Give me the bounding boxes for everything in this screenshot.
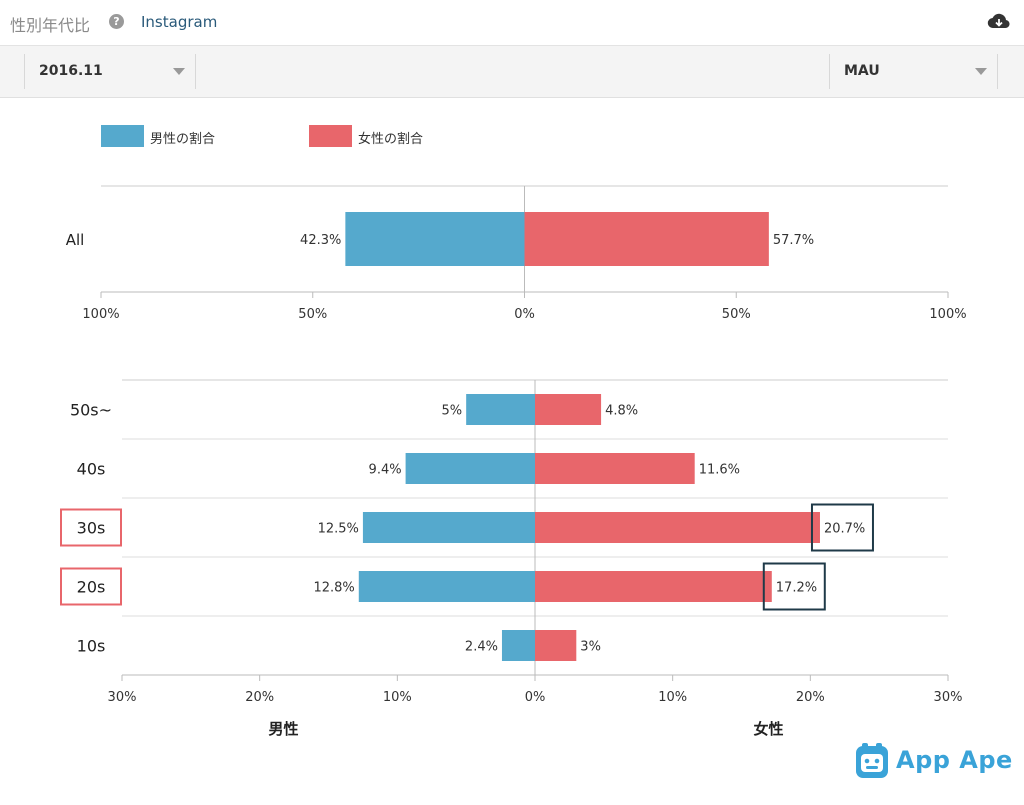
bar-female [535,453,695,484]
app-ape-logo-icon [856,743,888,778]
data-label-female: 3% [580,640,601,655]
data-label-female: 20.7% [824,522,865,537]
tick-label: 30% [108,690,137,705]
help-icon[interactable]: ? [109,14,124,29]
cloud-download-icon[interactable] [987,10,1011,34]
tick-label: 100% [929,307,966,322]
category-label: 50s~ [70,401,112,420]
category-label: 40s [77,460,106,479]
x-axis-label-female: 女性 [753,720,783,738]
bar-male [345,212,525,266]
legend-male-swatch [101,125,144,147]
data-label-male: 12.8% [313,581,354,596]
x-axis-label-male: 男性 [268,720,298,738]
value-highlight-box [762,562,826,611]
value-highlight-box [810,503,874,552]
bar-male [358,571,535,602]
chevron-down-icon [975,68,987,75]
metric-select-value: MAU [844,63,880,79]
legend-female-swatch [309,125,352,147]
tick-label: 10% [383,690,412,705]
bar-male [362,512,535,543]
data-label-male: 42.3% [300,233,341,248]
data-label-male: 2.4% [465,640,498,655]
tick-label: 50% [722,307,751,322]
category-label: All [66,231,85,249]
tick-label: 0% [514,307,535,322]
bar-female [535,394,602,425]
filter-bar: 2016.11 MAU [0,46,1024,98]
watermark-text: App Ape [896,746,1013,774]
bar-female [524,212,769,266]
data-label-female: 57.7% [773,233,814,248]
legend-female-label: 女性の割合 [358,132,424,147]
app-name[interactable]: Instagram [141,13,218,31]
data-label-male: 9.4% [369,463,402,478]
data-label-female: 4.8% [605,404,638,419]
header-bar: 性別年代比 ? Instagram [0,0,1024,46]
tick-label: 20% [245,690,274,705]
bar-female [535,630,577,661]
bar-female [535,571,772,602]
tick-label: 20% [796,690,825,705]
bar-male [466,394,535,425]
data-label-female: 17.2% [776,581,817,596]
tick-label: 30% [934,690,963,705]
bar-male [405,453,535,484]
data-label-male: 5% [442,404,463,419]
data-label-male: 12.5% [318,522,359,537]
page-title: 性別年代比 [10,16,91,35]
date-select-value: 2016.11 [39,63,103,79]
category-highlight-box [60,508,122,547]
category-label: 20s [77,578,106,597]
category-label: 10s [77,637,106,656]
category-label: 30s [77,519,106,538]
tick-label: 100% [82,307,119,322]
metric-select[interactable]: MAU [829,54,998,89]
tick-label: 0% [525,690,546,705]
tick-label: 50% [298,307,327,322]
tick-label: 10% [658,690,687,705]
data-label-female: 11.6% [699,463,740,478]
bar-male [501,630,535,661]
legend-male-label: 男性の割合 [150,132,216,147]
chevron-down-icon [173,68,185,75]
category-highlight-box [60,567,122,606]
bar-female [535,512,820,543]
date-select[interactable]: 2016.11 [24,54,196,89]
